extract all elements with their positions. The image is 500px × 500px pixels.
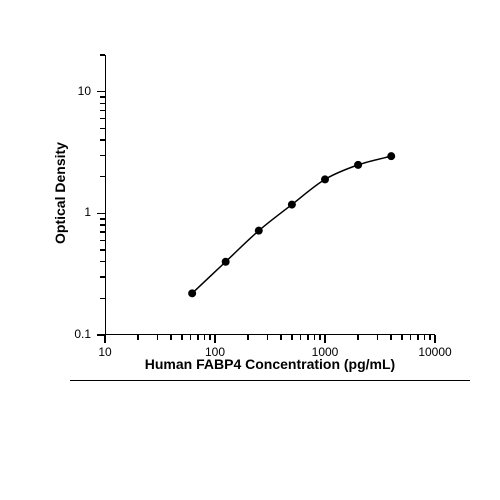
x-tick: [170, 335, 172, 340]
x-tick: [209, 335, 211, 340]
y-axis-label: Optical Density: [52, 113, 68, 273]
x-tick-label: 1000: [295, 345, 355, 359]
y-tick: [100, 103, 105, 105]
y-tick: [100, 118, 105, 120]
data-marker: [387, 152, 395, 160]
x-tick: [324, 335, 326, 343]
y-tick: [100, 54, 105, 56]
x-tick: [434, 335, 436, 343]
x-tick: [307, 335, 309, 340]
y-tick-label: 1: [57, 205, 91, 219]
y-tick: [97, 91, 105, 93]
chart-container: { "chart": { "type": "line-scatter-loglo…: [0, 0, 500, 500]
data-marker: [222, 258, 230, 266]
y-tick: [100, 128, 105, 130]
data-marker: [188, 289, 196, 297]
data-marker: [255, 227, 263, 235]
x-tick: [204, 335, 206, 340]
data-marker: [288, 201, 296, 209]
x-tick: [300, 335, 302, 340]
data-marker: [354, 161, 362, 169]
y-tick: [100, 261, 105, 263]
x-tick-label: 100: [185, 345, 245, 359]
x-tick: [319, 335, 321, 340]
x-tick: [357, 335, 359, 340]
x-tick: [137, 335, 139, 340]
x-tick: [247, 335, 249, 340]
y-tick: [100, 298, 105, 300]
x-axis-label: Human FABP4 Concentration (pg/mL): [105, 356, 435, 372]
x-tick-label: 10: [75, 345, 135, 359]
y-tick: [100, 96, 105, 98]
bottom-divider: [70, 380, 470, 381]
x-tick: [181, 335, 183, 340]
y-tick: [100, 139, 105, 141]
x-tick-label: 10000: [405, 345, 465, 359]
y-tick: [100, 155, 105, 157]
x-tick: [280, 335, 282, 340]
y-tick-label: 0.1: [57, 327, 91, 341]
data-marker: [321, 175, 329, 183]
x-tick: [291, 335, 293, 340]
x-tick: [401, 335, 403, 340]
x-tick: [424, 335, 426, 340]
series-line: [192, 156, 391, 293]
y-tick-label: 10: [57, 84, 91, 98]
x-tick: [429, 335, 431, 340]
y-tick: [100, 249, 105, 251]
y-tick: [100, 218, 105, 220]
x-tick: [214, 335, 216, 343]
y-tick: [100, 276, 105, 278]
x-tick: [410, 335, 412, 340]
y-tick: [100, 240, 105, 242]
x-tick: [314, 335, 316, 340]
x-tick: [104, 335, 106, 343]
x-tick: [377, 335, 379, 340]
y-tick: [97, 213, 105, 215]
y-tick: [100, 176, 105, 178]
y-tick: [100, 110, 105, 112]
x-tick: [197, 335, 199, 340]
x-tick: [157, 335, 159, 340]
x-tick: [267, 335, 269, 340]
y-tick: [100, 224, 105, 226]
data-curve: [105, 55, 435, 335]
x-tick: [417, 335, 419, 340]
y-tick: [100, 231, 105, 233]
x-tick: [190, 335, 192, 340]
x-tick: [390, 335, 392, 340]
